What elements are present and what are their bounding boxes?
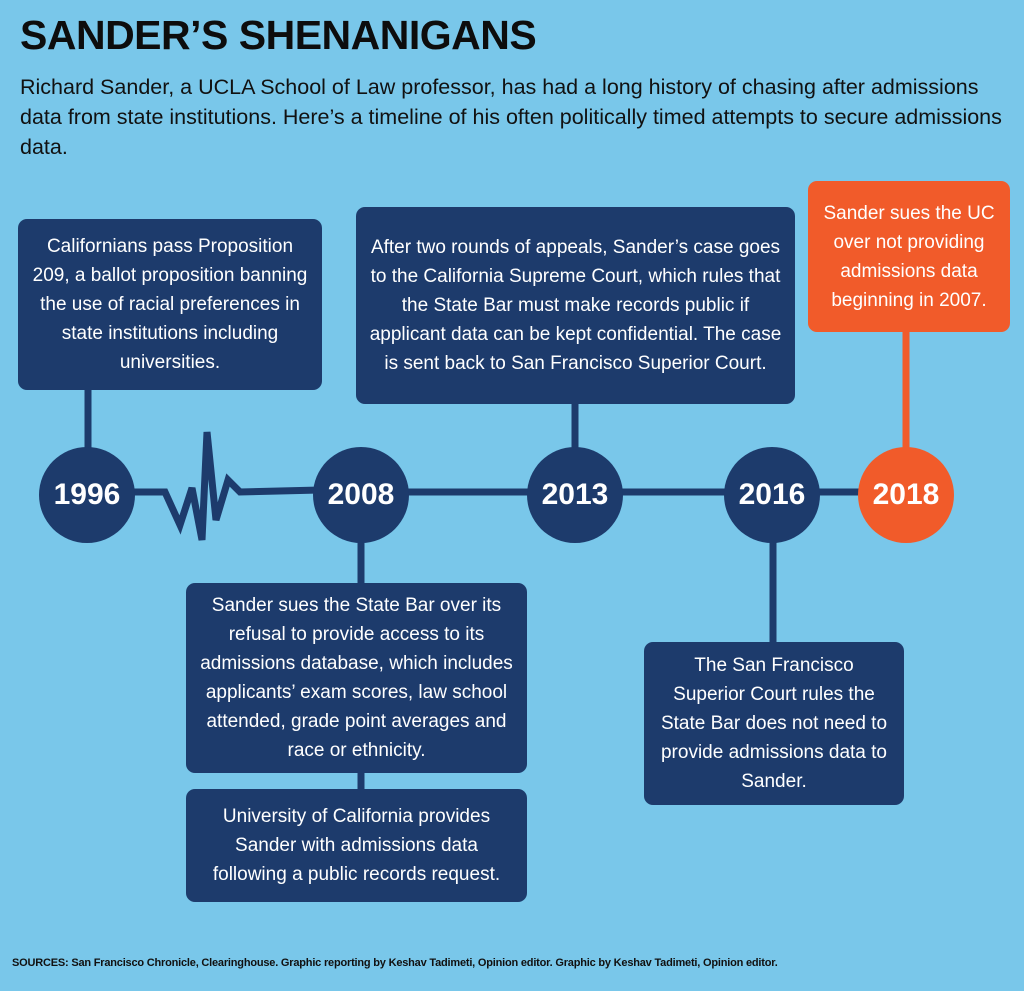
year-node: 1996	[39, 447, 135, 543]
event-box: Sander sues the UC over not providing ad…	[808, 181, 1010, 332]
year-node: 2018	[858, 447, 954, 543]
intro: Richard Sander, a UCLA School of Law pro…	[20, 75, 1002, 159]
event-box: After two rounds of appeals, Sander’s ca…	[356, 207, 795, 404]
year-node: 2013	[527, 447, 623, 543]
title: SANDER’S SHENANIGANS	[20, 12, 537, 58]
year-node: 2016	[724, 447, 820, 543]
event-box: The San Francisco Superior Court rules t…	[644, 642, 904, 805]
event-box: Californians pass Proposition 209, a bal…	[18, 219, 322, 390]
event-box: University of California provides Sander…	[186, 789, 527, 902]
event-box: Sander sues the State Bar over its refus…	[186, 583, 527, 773]
year-node: 2008	[313, 447, 409, 543]
sources: SOURCES: San Francisco Chronicle, Cleari…	[12, 957, 778, 969]
